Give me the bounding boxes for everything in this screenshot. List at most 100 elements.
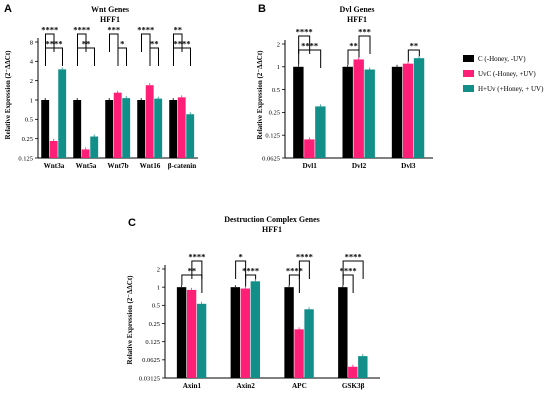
panel-c-y-tick-label-2: 0.125 — [145, 339, 160, 346]
panel-a-x-tick-label-4: β-catenin — [168, 162, 197, 170]
panel-b-sig-bracket-1 — [298, 35, 311, 54]
panel-b-sig-label-2: ** — [349, 41, 358, 51]
panel-b-sig-bracket-4 — [407, 49, 420, 62]
panel-a-bar-wnt7b-c — [105, 100, 114, 158]
panel-c-bar-axin2-huv — [250, 281, 261, 378]
panel-c-bar-axin1-uvc — [186, 289, 197, 378]
panel-c-bar-axin2-c — [230, 287, 241, 378]
panel-b-x-tick-label-2: Dvl3 — [401, 162, 416, 170]
panel-b-x-tick-label-1: Dvl2 — [352, 162, 367, 170]
panel-b-y-tick-label-0: 0.0625 — [262, 155, 280, 162]
panel-a-sig-bracket-3 — [77, 33, 87, 52]
panel-b-bar-dvl2-huv — [364, 69, 375, 158]
panel-c-y-tick-label-5: 1 — [157, 284, 160, 291]
panel-c-bar-axin2-uvc — [240, 288, 251, 378]
panel-c-bar-apc-c — [284, 287, 294, 378]
panel-a-bar-wnt3a-c — [41, 100, 50, 158]
panel-b-bar-dvl3-uvc — [402, 63, 414, 159]
panel-c-bar-gsk3-huv — [358, 356, 368, 378]
panel-a-plot: 0.125 0.25 0.5 1 2 4 8 Wnt3a Wnt5a Wnt7b Wnt16 β-ca… — [18, 25, 198, 170]
panel-a-sig-label-6: ** — [150, 39, 159, 49]
panel-a-bar-catenin-uvc — [177, 97, 186, 158]
panel-c-letter: C — [128, 217, 136, 229]
plots: 0.125 0.25 0.5 1 2 4 8 Wnt3a Wnt5a Wnt7b Wnt16 β-ca… — [18, 25, 433, 390]
panel-b-y-axis-label: Relative Expression (2⁻ΔΔCt) — [256, 50, 264, 140]
legend-swatch-huv — [463, 85, 474, 92]
legend-label-huv: H+Uv (+Honey, + UV) — [478, 85, 544, 93]
panel-a-bar-wnt16-uvc — [145, 85, 154, 158]
panel-c-bar-axin1-huv — [196, 303, 207, 378]
panel-b-y-tick-label-3: 0.5 — [272, 87, 280, 94]
panel-b-bar-dvl1-c — [293, 66, 304, 158]
panel-a-y-tick-label-5: 4 — [30, 59, 34, 66]
panel-a-title: Wnt Genes — [91, 5, 129, 14]
panel-a-y-tick-label-4: 2 — [30, 78, 33, 85]
panel-b-x-tick-label-0: Dvl1 — [302, 162, 317, 170]
panel-c-x-tick-label-2: APC — [292, 382, 307, 390]
panel-a-sig-label-3: **** — [73, 25, 90, 35]
panel-c-bar-gsk3-uvc — [348, 366, 358, 378]
panel-c-sig-label-5: **** — [296, 252, 313, 262]
legend-label-c: C (-Honey, -UV) — [478, 55, 526, 63]
panel-c-bar-apc-uvc — [294, 329, 304, 378]
panel-a-x-tick-label-1: Wnt5a — [76, 162, 97, 170]
panel-b-y-tick-label-2: 0.25 — [269, 110, 280, 117]
panel-c-y-tick-label-6: 2 — [157, 266, 160, 273]
panel-a-y-axis-label: Relative Expression (2⁻ΔΔCt) — [4, 50, 12, 140]
panel-c-bar-apc-huv — [304, 309, 314, 378]
panel-a-sig-label-5: *** — [107, 25, 120, 35]
panel-a-bar-wnt16-huv — [154, 98, 163, 158]
panel-a-y-tick-label-0: 0.125 — [18, 155, 33, 162]
panel-c-y-tick-label-0: 0.03125 — [139, 375, 160, 382]
panel-c-sig-bracket-5 — [298, 260, 310, 279]
panel-a-sig-bracket-7 — [141, 33, 151, 52]
panel-a-sig-bracket-4 — [117, 47, 127, 66]
panel-a-sig-label-1: **** — [41, 25, 58, 35]
panel-a-bar-wnt7b-huv — [122, 98, 131, 158]
panel-c-sig-bracket-1 — [191, 260, 203, 279]
panel-b-y-tick-label-1: 0.125 — [265, 133, 280, 140]
panel-b-bar-dvl1-huv — [315, 106, 326, 158]
panel-c-y-tick-label-4: 0.5 — [152, 303, 160, 310]
panel-c-sig-label-6: **** — [340, 266, 357, 276]
panel-b-sig-label-3: *** — [358, 27, 371, 37]
panel-a-sig-label-7: **** — [137, 25, 154, 35]
panel-b-y-tick-label-5: 2 — [277, 41, 280, 48]
panel-a-bar-catenin-c — [169, 100, 178, 158]
panel-a-x-tick-label-0: Wnt3a — [44, 162, 65, 170]
panel-b-bar-dvl2-c — [342, 66, 353, 158]
panel-b-letter: B — [258, 3, 266, 15]
legend-swatch-c — [463, 55, 474, 62]
panel-b-bar-dvl3-huv — [413, 58, 425, 158]
panel-c-x-tick-label-3: GSK3β — [342, 382, 365, 390]
legend-swatch-uvc — [463, 70, 474, 77]
panel-a-y-tick-label-2: 0.5 — [25, 117, 33, 124]
panel-a-subtitle: HFF1 — [100, 15, 120, 24]
panel-c-y-axis-label: Relative Expression (2⁻ΔΔCt) — [126, 275, 134, 365]
legend: C (-Honey, -UV) UvC (-Honey, +UV) H+Uv (… — [463, 55, 544, 93]
panel-a-bar-wnt16-c — [137, 100, 146, 158]
panel-b-bar-dvl2-uvc — [353, 59, 364, 159]
panel-a-bar-wnt3a-huv — [58, 69, 67, 158]
panel-c-x-tick-label-1: Axin2 — [236, 382, 255, 390]
panel-c-x-tick-label-0: Axin1 — [183, 382, 202, 390]
panel-c-title: Destruction Complex Genes — [224, 215, 320, 224]
panel-c-sig-label-7: **** — [345, 252, 362, 262]
panel-a-bar-wnt5a-huv — [90, 136, 99, 158]
panel-c-bar-axin1-c — [176, 287, 187, 378]
panel-b-subtitle: HFF1 — [347, 15, 367, 24]
panel-a-sig-bracket-5 — [109, 33, 119, 52]
panel-c-sig-bracket-2 — [245, 274, 257, 287]
panel-c-y-tick-label-3: 0.25 — [149, 321, 160, 328]
panel-c-sig-label-2: **** — [242, 266, 259, 276]
panel-c-y-tick-label-1: 0.0625 — [142, 357, 160, 364]
panel-b-sig-label-4: ** — [410, 41, 419, 51]
panel-a-sig-label-9: ** — [174, 25, 183, 35]
panel-a-bar-catenin-huv — [186, 114, 195, 158]
panel-a-x-tick-label-2: Wnt7b — [107, 162, 128, 170]
panel-b-bar-dvl3-c — [391, 66, 403, 158]
panel-c-sig-label-4: **** — [286, 266, 303, 276]
legend-label-uvc: UvC (-Honey, +UV) — [478, 70, 536, 78]
panel-c-sig-label-3: * — [239, 252, 243, 262]
